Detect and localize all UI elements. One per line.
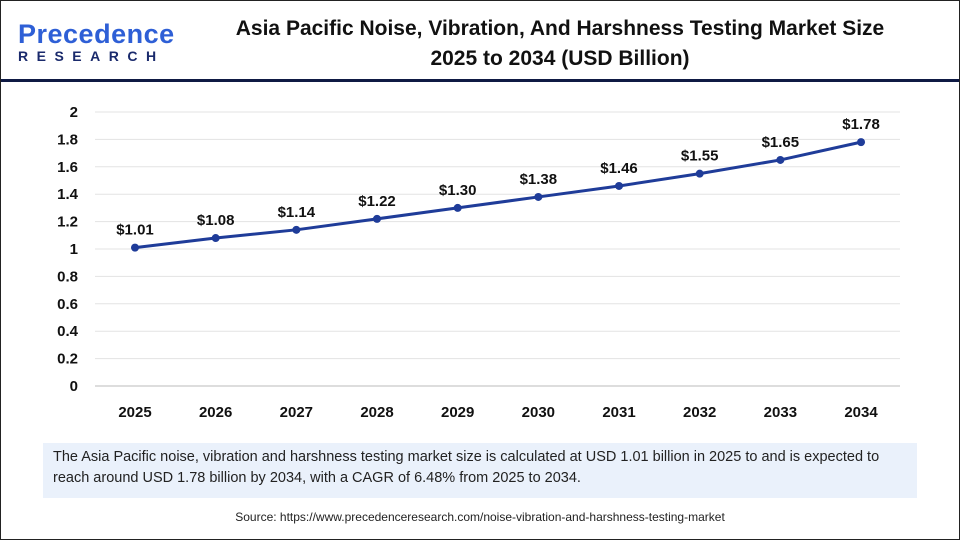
x-tick-label: 2033 [764,404,797,421]
x-tick-label: 2030 [522,404,555,421]
data-label: $1.65 [762,134,800,151]
x-tick-label: 2025 [118,404,151,421]
summary-note: The Asia Pacific noise, vibration and ha… [43,443,917,498]
data-point [211,234,220,243]
data-label: $1.22 [358,193,396,210]
y-tick-label: 0.8 [57,268,78,285]
logo: Precedence RESEARCH [18,20,175,64]
y-tick-label: 0.4 [57,323,79,340]
y-tick-label: 1.4 [57,186,79,203]
data-label: $1.14 [278,204,316,221]
x-tick-label: 2026 [199,404,232,421]
y-tick-label: 1.6 [57,159,78,176]
y-tick-label: 0.2 [57,351,78,368]
data-point [776,155,785,164]
x-tick-label: 2029 [441,404,474,421]
y-tick-label: 1.2 [57,214,78,231]
logo-word: recedence [36,19,175,49]
data-label: $1.55 [681,148,719,165]
data-point [131,243,139,252]
header-divider [1,79,959,82]
series-line [134,140,862,250]
source-text: Source: https://www.precedenceresearch.c… [235,510,725,524]
data-point [292,225,301,234]
y-tick-label: 0 [70,378,78,395]
x-tick-label: 2027 [280,404,313,421]
data-label: $1.01 [116,222,154,239]
x-tick-label: 2034 [844,404,878,421]
y-tick-label: 1.8 [57,131,78,148]
data-label: $1.38 [520,171,558,188]
y-tick-label: 2 [70,104,78,121]
logo-initial: P [18,19,37,49]
data-point [857,138,866,147]
data-point [453,203,462,212]
data-point [373,214,382,223]
data-point [615,181,624,190]
data-label: $1.30 [439,182,477,199]
data-label: $1.46 [600,160,638,177]
data-point [534,192,543,201]
chart-title: Asia Pacific Noise, Vibration, And Harsh… [235,17,885,70]
data-label: $1.08 [197,212,235,229]
line-chart: 0 0.2 0.4 0.6 0.8 1 1.2 1.4 1.6 1.8 2 $1.01 2025 $1.0… [57,104,900,421]
x-tick-label: 2028 [360,404,393,421]
data-point [695,169,704,178]
logo-subword: RESEARCH [18,48,165,64]
y-tick-label: 0.6 [57,296,78,313]
data-label: $1.78 [842,116,880,133]
x-tick-label: 2032 [683,404,716,421]
y-tick-label: 1 [70,241,78,258]
x-tick-label: 2031 [602,404,635,421]
